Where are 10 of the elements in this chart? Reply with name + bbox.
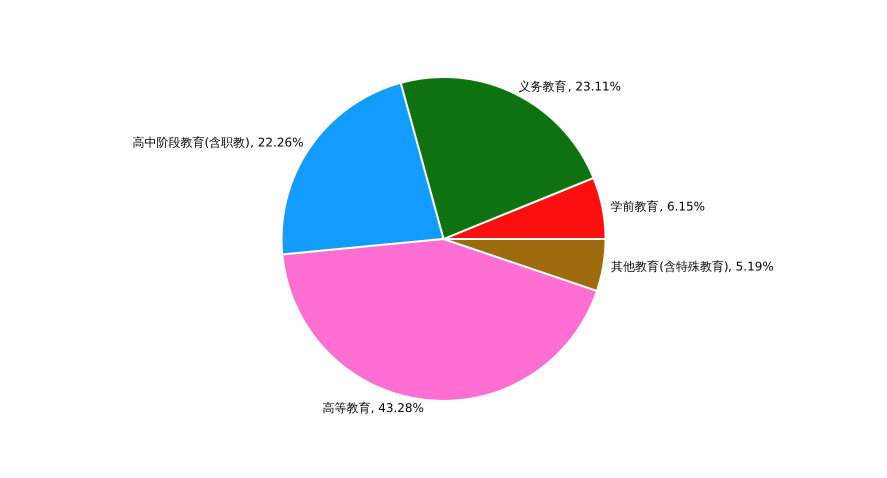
- data-label: , 43.28%: [370, 400, 424, 415]
- data-label: , 23.11%: [568, 80, 622, 94]
- data-label: , 6.15%: [659, 199, 706, 214]
- slice-label: 学前教育: [610, 199, 658, 214]
- slice-label: 高等教育: [322, 400, 370, 415]
- slice-label: 其他教育(含特殊教育): [611, 260, 729, 274]
- slice-label: 义务教育: [518, 80, 567, 94]
- slice-label: 高中阶段教育(含职教): [132, 136, 250, 150]
- data-label: , 5.19%: [728, 260, 774, 274]
- data-label: , 22.26%: [250, 136, 304, 150]
